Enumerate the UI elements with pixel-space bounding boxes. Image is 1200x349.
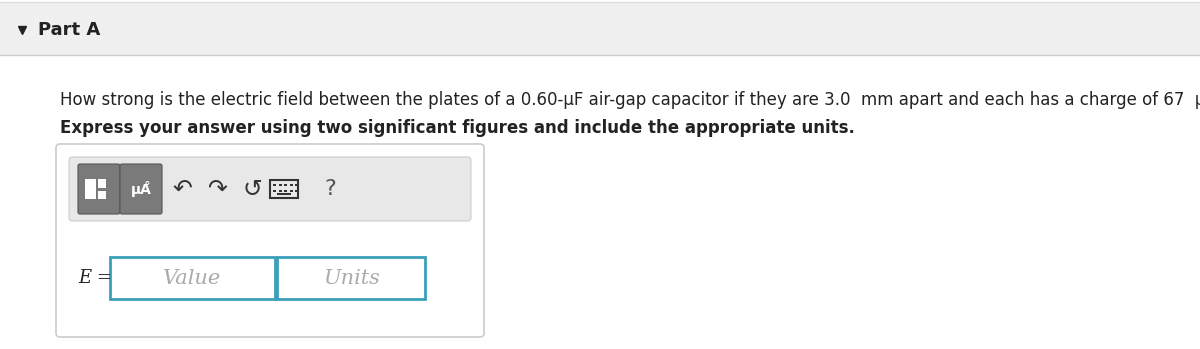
Bar: [289, 190, 293, 192]
Bar: [277, 257, 425, 299]
Text: μÅ: μÅ: [131, 181, 151, 197]
Bar: [278, 190, 282, 192]
Text: Part A: Part A: [38, 21, 101, 39]
Text: ↷: ↷: [208, 177, 227, 201]
Text: ↶: ↶: [172, 177, 192, 201]
FancyBboxPatch shape: [120, 164, 162, 214]
Bar: [289, 184, 293, 186]
Bar: [295, 184, 298, 186]
Text: Express your answer using two significant figures and include the appropriate un: Express your answer using two significan…: [60, 119, 854, 137]
Bar: [98, 191, 106, 199]
Bar: [85, 179, 96, 199]
Bar: [98, 179, 106, 188]
Bar: [278, 184, 282, 186]
Bar: [110, 257, 275, 299]
Bar: [277, 193, 292, 195]
Text: ↺: ↺: [242, 177, 262, 201]
FancyBboxPatch shape: [56, 144, 484, 337]
Text: Value: Value: [163, 268, 222, 288]
Bar: [284, 190, 287, 192]
Bar: [295, 190, 298, 192]
Bar: [284, 184, 287, 186]
Text: Units: Units: [323, 268, 379, 288]
Bar: [274, 184, 276, 186]
FancyBboxPatch shape: [78, 164, 120, 214]
Text: How strong is the electric field between the plates of a 0.60-μF air-gap capacit: How strong is the electric field between…: [60, 91, 1200, 109]
Bar: [0, 55, 1200, 349]
Bar: [274, 190, 276, 192]
Text: E =: E =: [78, 269, 112, 287]
Text: ?: ?: [324, 179, 336, 199]
Bar: [0, 2, 1200, 55]
FancyBboxPatch shape: [70, 157, 470, 221]
